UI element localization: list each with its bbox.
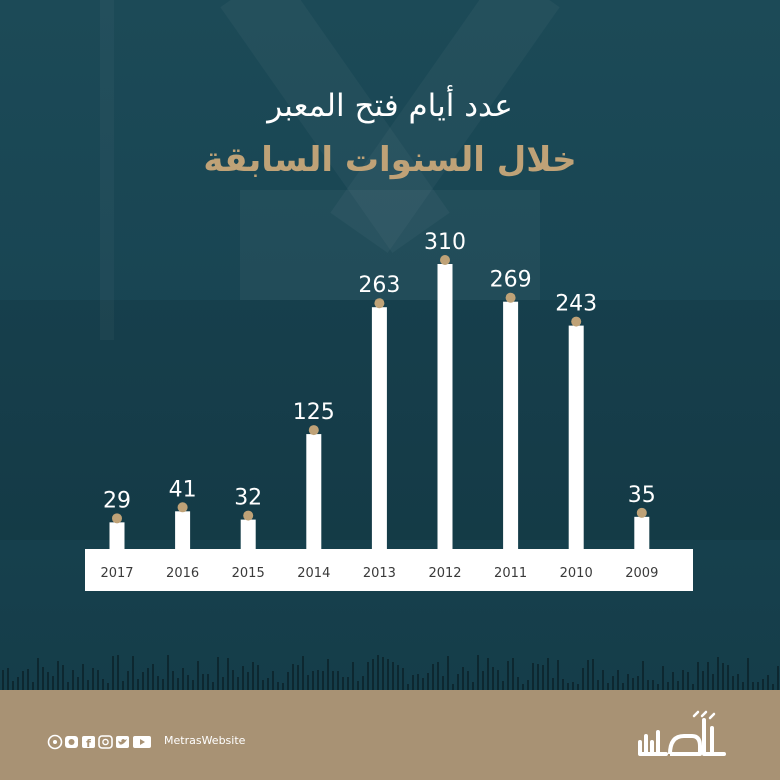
youtube-icon[interactable] [133, 736, 151, 748]
bar-marker-2012 [440, 255, 450, 265]
bar-marker-2010 [571, 316, 582, 327]
x-tick-label-2010: 2010 [560, 566, 593, 581]
instagram-icon[interactable] [98, 735, 113, 749]
data-label-2013: 263 [358, 273, 400, 298]
bar-2012 [437, 264, 453, 549]
footer-handle[interactable]: MetrasWebsite [164, 734, 246, 747]
footer-bar [0, 690, 780, 780]
background-shade [0, 300, 780, 540]
snapchat-icon[interactable] [65, 736, 78, 748]
bar-2009 [634, 516, 650, 549]
metras-logo [638, 710, 726, 756]
twitter-icon[interactable] [116, 736, 129, 748]
svg-text:f: f [86, 737, 91, 750]
bar-2014 [306, 434, 322, 549]
social-icons: f [47, 734, 151, 750]
data-label-2014: 125 [293, 400, 335, 425]
waveform-decoration [2, 655, 779, 690]
bar-marker-2014 [308, 425, 319, 436]
data-label-2009: 35 [628, 483, 656, 508]
x-tick-label-2015: 2015 [232, 566, 265, 581]
bar-2013 [371, 307, 387, 549]
x-tick-label-2016: 2016 [166, 566, 199, 581]
bar-marker-2015 [243, 510, 254, 521]
bar-2010 [568, 325, 584, 549]
telegram-icon[interactable] [47, 734, 63, 750]
data-label-2016: 41 [169, 477, 197, 502]
data-label-2011: 269 [490, 268, 532, 293]
bar-2017 [109, 522, 125, 549]
background-building [240, 190, 540, 300]
x-tick-label-2014: 2014 [297, 566, 330, 581]
bar-marker-2009 [636, 507, 647, 518]
facebook-icon[interactable]: f [82, 736, 95, 750]
bar-marker-2013 [374, 298, 385, 309]
title-line-1: عدد أيام فتح المعبر [267, 88, 513, 124]
x-tick-label-2011: 2011 [494, 566, 527, 581]
bar-2011 [503, 301, 519, 549]
x-tick-label-2013: 2013 [363, 566, 396, 581]
x-tick-label-2017: 2017 [100, 566, 133, 581]
title-line-2: خلال السنوات السابقة [203, 140, 577, 180]
x-tick-label-2012: 2012 [428, 566, 461, 581]
data-label-2017: 29 [103, 488, 131, 513]
data-label-2015: 32 [234, 486, 262, 511]
x-axis-band [85, 549, 693, 591]
data-label-2012: 310 [424, 230, 466, 255]
bar-chart: 29 2017 41 2016 32 2015 125 2014 263 2013 310 2012 2… [100, 230, 659, 581]
x-tick-label-2009: 2009 [625, 566, 658, 581]
data-label-2010: 243 [555, 292, 597, 317]
bar-marker-2016 [177, 502, 188, 513]
bar-2015 [240, 519, 256, 549]
bar-2016 [175, 511, 191, 549]
bar-marker-2011 [505, 292, 516, 303]
bar-marker-2017 [112, 513, 122, 524]
